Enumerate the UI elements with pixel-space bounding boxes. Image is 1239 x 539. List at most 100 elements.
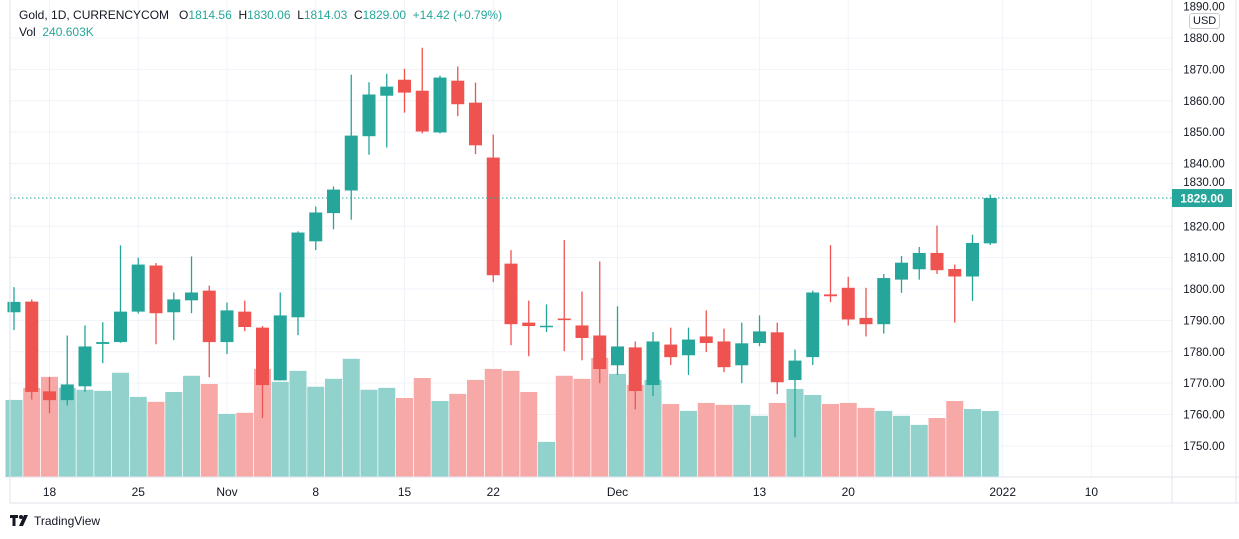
- candle: [327, 186, 340, 230]
- volume-bar: [94, 390, 112, 477]
- candle: [362, 82, 376, 155]
- candle-body: [469, 102, 482, 146]
- candle: [806, 290, 820, 365]
- candle: [202, 285, 216, 378]
- candle-body: [238, 311, 252, 328]
- candle-body: [380, 86, 394, 96]
- low-value: 1814.03: [303, 8, 348, 22]
- candle-body: [770, 332, 784, 383]
- candle-body: [25, 301, 39, 392]
- candle: [486, 134, 500, 283]
- volume-bar: [58, 387, 76, 477]
- candle: [451, 66, 465, 117]
- candle-body: [60, 384, 74, 401]
- candle-body: [788, 360, 802, 381]
- volume-bar: [413, 377, 431, 477]
- change-value: +14.42 (+0.79%): [412, 8, 503, 22]
- candle: [770, 322, 784, 395]
- candlestick-chart[interactable]: 1880.00 1870.00 1860.00 1850.00 1840.00 1830.…: [0, 0, 1239, 510]
- y-tick-label: 1790.00: [1183, 315, 1225, 327]
- candle-body: [486, 157, 500, 276]
- ohlc-legend: Gold, 1D, CURRENCYCOM O1814.56 H1830.06 …: [19, 8, 502, 22]
- candle-body: [593, 335, 607, 370]
- y-tick-label: 1850.00: [1183, 127, 1225, 139]
- candle: [291, 231, 305, 336]
- candle-body: [966, 242, 979, 277]
- candle: [114, 245, 127, 343]
- candle: [309, 206, 323, 251]
- candle-body: [611, 346, 624, 366]
- candle: [824, 245, 837, 303]
- candle: [344, 74, 358, 220]
- candle: [60, 335, 74, 406]
- y-tick-label: 1770.00: [1183, 378, 1225, 390]
- candle-body: [948, 268, 962, 277]
- candle-body: [930, 252, 944, 271]
- x-tick-label: 25: [132, 485, 146, 499]
- candle-body: [699, 336, 713, 344]
- volume-bar: [804, 394, 822, 477]
- symbol-label: Gold, 1D, CURRENCYCOM: [19, 8, 170, 22]
- volume-bar: [573, 378, 591, 477]
- candle: [167, 292, 181, 341]
- candle-body: [557, 318, 571, 321]
- y-tick-label: 1870.00: [1183, 64, 1225, 76]
- candle-body: [131, 264, 145, 312]
- volume-bar: [609, 373, 626, 477]
- volume-value: 240.603K: [42, 25, 94, 39]
- volume-bar: [555, 375, 573, 477]
- candle: [628, 341, 642, 410]
- volume-bar: [680, 410, 697, 477]
- close-value: 1829.00: [362, 8, 406, 22]
- candle: [735, 322, 749, 384]
- candle: [664, 327, 678, 365]
- y-tick-label: 1890.00: [1183, 2, 1225, 14]
- candle: [380, 73, 394, 148]
- volume-bar: [129, 396, 147, 477]
- volume-bar: [928, 418, 946, 477]
- volume-bar: [910, 424, 928, 477]
- close-label: C: [353, 8, 363, 22]
- volume-bar: [449, 393, 467, 477]
- volume-bar: [626, 384, 644, 477]
- candle: [398, 68, 411, 113]
- candle-body: [895, 262, 908, 280]
- volume-bar: [857, 407, 875, 477]
- volume-bar: [378, 387, 396, 477]
- candle-body: [43, 391, 56, 401]
- candle-body: [415, 90, 429, 132]
- candle: [7, 287, 21, 331]
- volume-bar: [325, 378, 342, 477]
- volume-legend: Vol 240.603K: [19, 25, 94, 39]
- y-tick-label: 1750.00: [1183, 441, 1225, 453]
- x-tick-label: 2022: [989, 485, 1016, 499]
- candle: [575, 291, 589, 361]
- volume-bar: [467, 379, 484, 477]
- candle-body: [646, 341, 660, 386]
- footer-branding[interactable]: TradingView: [10, 514, 100, 528]
- candle-body: [220, 310, 234, 343]
- volume-bar: [200, 384, 218, 477]
- y-tick-label: 1830.00: [1183, 177, 1225, 189]
- candle: [433, 75, 447, 134]
- candle-body: [78, 346, 92, 387]
- volume-bar: [307, 386, 325, 477]
- volume-bar: [822, 404, 839, 477]
- candle-body: [628, 347, 642, 392]
- candle: [611, 306, 624, 376]
- candle: [256, 326, 269, 419]
- volume-label: Vol: [19, 25, 36, 39]
- candle-body: [344, 135, 358, 191]
- candle: [966, 234, 979, 301]
- currency-button[interactable]: USD: [1189, 13, 1221, 29]
- volume-bar: [839, 402, 857, 477]
- candle: [415, 47, 429, 134]
- candle: [717, 328, 731, 373]
- y-tick-label: 1880.00: [1183, 33, 1225, 45]
- candle-body: [717, 341, 731, 368]
- candle-body: [167, 299, 181, 313]
- volume-bar: [271, 381, 289, 477]
- candle-body: [841, 287, 855, 320]
- candle-body: [433, 77, 447, 133]
